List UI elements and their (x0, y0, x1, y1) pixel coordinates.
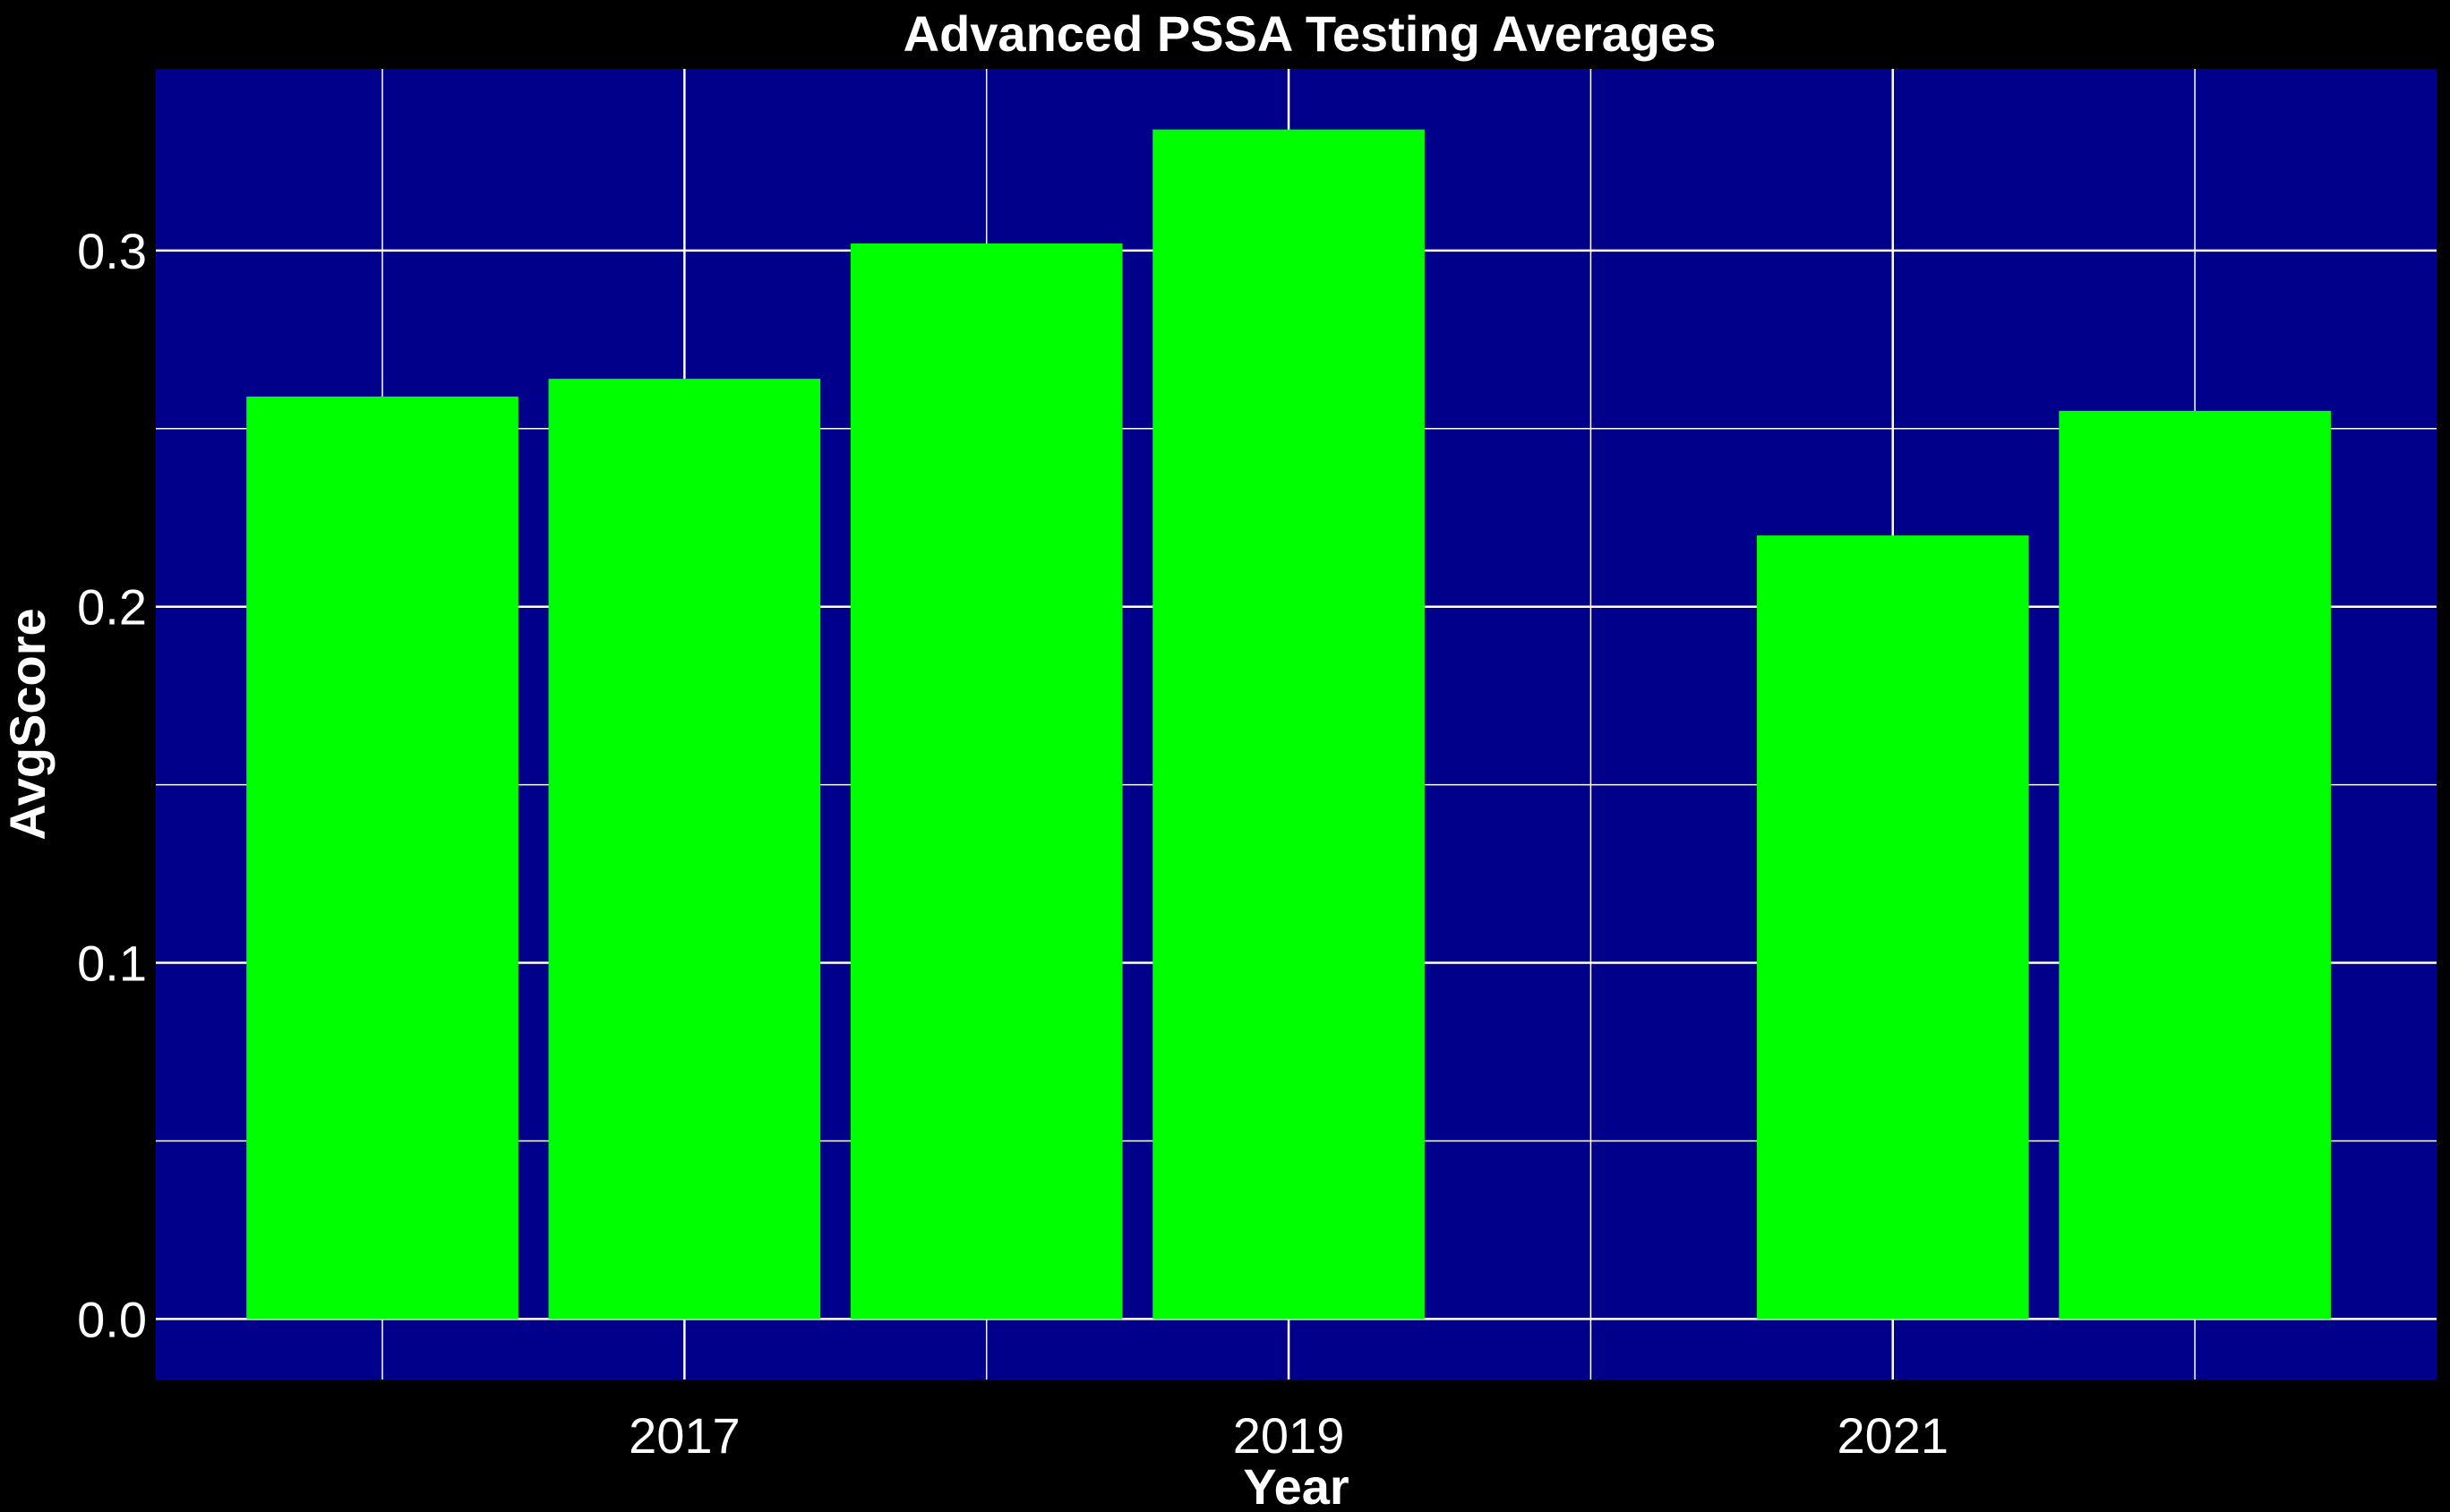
x-axis-label: Year (1243, 1458, 1349, 1508)
bar-2022 (2059, 410, 2331, 1320)
chart-title: Advanced PSSA Testing Averages (904, 5, 1717, 62)
x-tick-label: 2019 (1233, 1407, 1345, 1464)
axis-ticks: 0.0 0.1 0.2 0.3 2017 2019 2021 (77, 223, 1949, 1464)
y-tick-label: 0.2 (77, 579, 147, 636)
bar-2021 (1756, 535, 2029, 1320)
y-tick-label: 0.1 (77, 935, 147, 992)
bar-2018 (850, 243, 1123, 1320)
x-tick-label: 2021 (1837, 1407, 1949, 1464)
y-tick-label: 0.0 (77, 1291, 147, 1347)
x-tick-label: 2017 (629, 1407, 741, 1464)
bar-2019 (1152, 129, 1425, 1320)
bars (246, 129, 2331, 1320)
y-axis-label: AvgScore (0, 608, 56, 840)
bar-2016 (246, 397, 518, 1320)
bar-2017 (548, 379, 821, 1320)
y-tick-label: 0.3 (77, 223, 147, 279)
